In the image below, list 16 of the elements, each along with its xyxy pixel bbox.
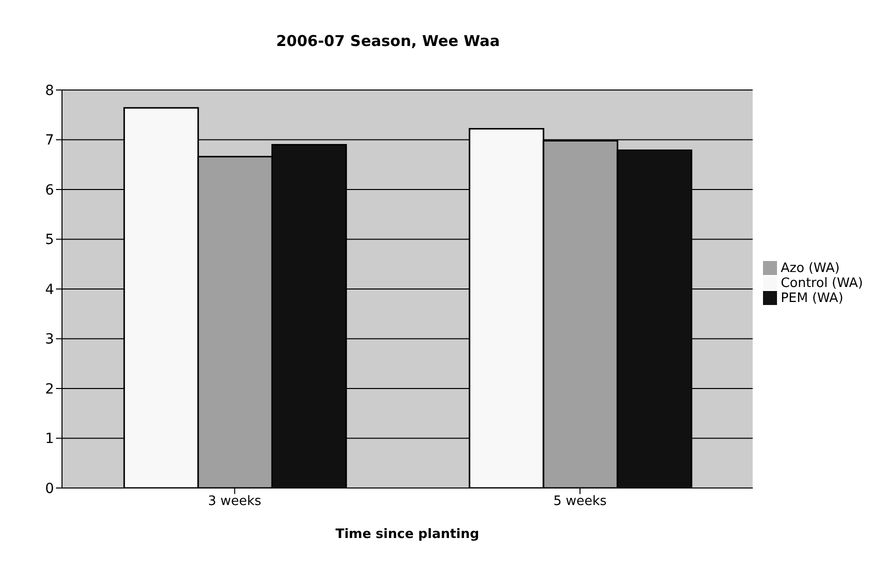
y-tick-label: 7 (45, 132, 54, 149)
chart-title: 2006-07 Season, Wee Waa (275, 32, 501, 50)
y-tick-label: 4 (45, 282, 54, 298)
y-tick-label: 2 (45, 381, 54, 398)
x-axis-title: Time since planting (335, 527, 480, 542)
x-tick-label: 5 weeks (553, 494, 607, 510)
y-tick-label: 8 (45, 82, 54, 99)
y-tick-label: 0 (45, 480, 54, 497)
y-tick-label: 1 (45, 431, 54, 448)
legend-label: PEM (WA) (780, 290, 844, 306)
legend-label: Control (WA) (780, 276, 863, 290)
y-tick-label: 5 (45, 232, 54, 248)
y-tick-label: 6 (45, 182, 54, 198)
y-tick-label: 3 (45, 332, 54, 348)
x-tick-label: 3 weeks (208, 494, 262, 510)
legend-label: Azo (WA) (780, 260, 840, 276)
